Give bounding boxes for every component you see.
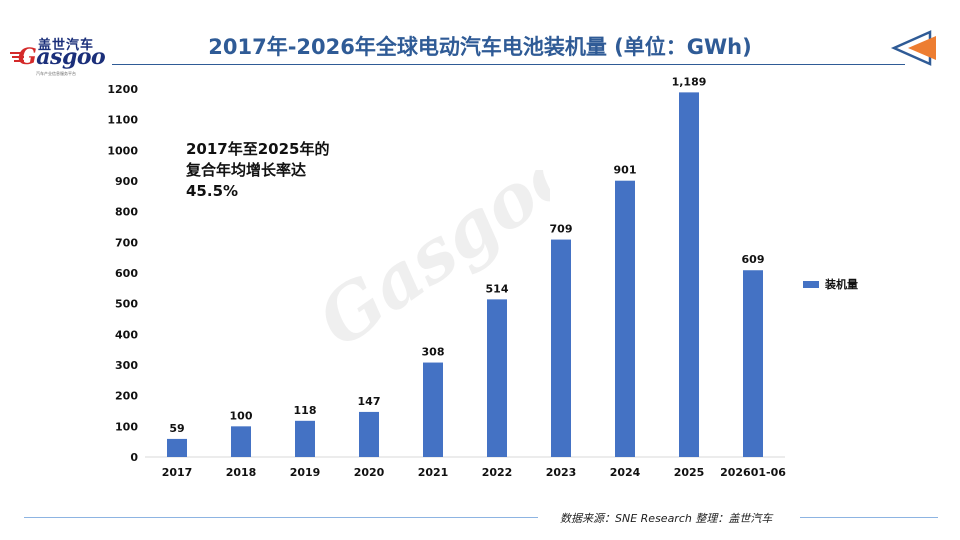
- chart-legend: 装机量: [803, 276, 858, 292]
- logo-english-text: Gasgoo: [18, 44, 106, 70]
- y-tick-label: 300: [115, 359, 138, 372]
- y-tick-label: 500: [115, 298, 138, 311]
- y-tick-label: 0: [130, 451, 138, 464]
- x-tick-label: 2022: [482, 466, 513, 479]
- x-tick-label: 2020: [354, 466, 385, 479]
- bar: [551, 239, 571, 457]
- title-underline: [112, 64, 905, 65]
- y-tick-label: 700: [115, 236, 138, 249]
- logo-subtitle: 汽车产业信息服务平台: [36, 71, 76, 76]
- x-tick-label: 2023: [546, 466, 577, 479]
- y-tick-label: 1100: [107, 114, 138, 127]
- logo-chinese-text: 盖世汽车: [38, 38, 95, 53]
- data-source: 数据来源：SNE Research 整理：盖世汽车: [560, 512, 773, 525]
- x-tick-label: 2017: [162, 466, 193, 479]
- footer-divider-right: [800, 517, 938, 518]
- x-tick-label: 2021: [418, 466, 449, 479]
- y-tick-label: 1200: [107, 83, 138, 96]
- y-tick-label: 900: [115, 175, 138, 188]
- x-tick-label: 2018: [226, 466, 257, 479]
- y-tick-label: 100: [115, 420, 138, 433]
- bar: [295, 420, 315, 457]
- gasgoo-watermark: Gasgoo: [302, 170, 550, 363]
- y-tick-label: 600: [115, 267, 138, 280]
- logo-stripes-icon: [10, 52, 24, 62]
- bar: [743, 270, 763, 457]
- data-label: 1,189: [672, 75, 707, 88]
- bar: [167, 438, 187, 457]
- page-title: 2017年-2026年全球电动汽车电池装机量 (单位：GWh): [208, 35, 752, 59]
- bar: [679, 92, 699, 457]
- x-tick-label: 2019: [290, 466, 321, 479]
- y-tick-label: 1000: [107, 144, 138, 157]
- legend-swatch: [803, 280, 819, 288]
- data-label: 100: [230, 409, 253, 422]
- bar: [423, 362, 443, 457]
- gasgoo-logo: 盖世汽车 Gasgoo 汽车产业信息服务平台: [10, 34, 110, 78]
- footer-divider-left: [24, 517, 538, 518]
- y-tick-label: 800: [115, 206, 138, 219]
- x-tick-label: 202601-06: [720, 466, 786, 479]
- decorative-arrow-icon: [890, 30, 936, 66]
- bar: [359, 411, 379, 457]
- data-label: 118: [294, 404, 317, 417]
- data-label: 59: [169, 422, 184, 435]
- data-label: 514: [486, 282, 509, 295]
- y-tick-label: 400: [115, 328, 138, 341]
- data-label: 147: [358, 395, 381, 408]
- y-tick-label: 200: [115, 390, 138, 403]
- data-label: 308: [422, 346, 445, 359]
- x-tick-label: 2025: [674, 466, 705, 479]
- data-label: 901: [614, 164, 637, 177]
- legend-label: 装机量: [825, 278, 858, 291]
- data-label: 709: [550, 223, 573, 236]
- data-label: 609: [742, 253, 765, 266]
- bar: [615, 180, 635, 457]
- bar: [231, 426, 251, 457]
- bar: [487, 299, 507, 457]
- x-tick-label: 2024: [610, 466, 641, 479]
- cagr-annotation: 2017年至2025年的 复合年均增长率达 45.5%: [186, 140, 330, 200]
